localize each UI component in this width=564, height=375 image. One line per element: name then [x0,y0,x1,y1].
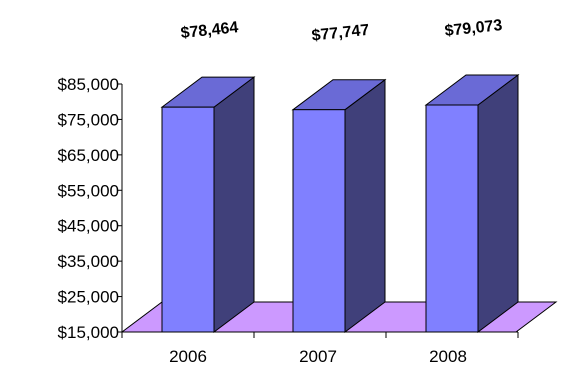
y-tick-label: $15,000 [58,323,119,342]
bar-front-face [425,104,479,333]
y-tick-label: $85,000 [58,75,119,94]
bar-2007 [291,78,387,333]
y-tick-label: $55,000 [58,181,119,200]
x-category-label: 2008 [429,347,467,366]
data-label: $77,747 [311,22,370,45]
bar-side-face [477,73,519,333]
bar-2006 [160,76,256,333]
bar-side-face [344,78,386,333]
y-tick-label: $25,000 [58,288,119,307]
bar-front-face [292,109,346,333]
bar-2008 [424,73,520,333]
x-category-label: 2007 [299,347,337,366]
x-category-label: 2006 [169,347,207,366]
bar-side-face [213,76,255,333]
data-label: $78,464 [180,19,239,42]
y-tick-label: $65,000 [58,146,119,165]
y-tick-label: $45,000 [58,217,119,236]
y-tick-label: $35,000 [58,252,119,271]
y-tick-label: $75,000 [58,110,119,129]
bar-front-face [161,106,215,333]
data-label: $79,073 [444,17,503,40]
